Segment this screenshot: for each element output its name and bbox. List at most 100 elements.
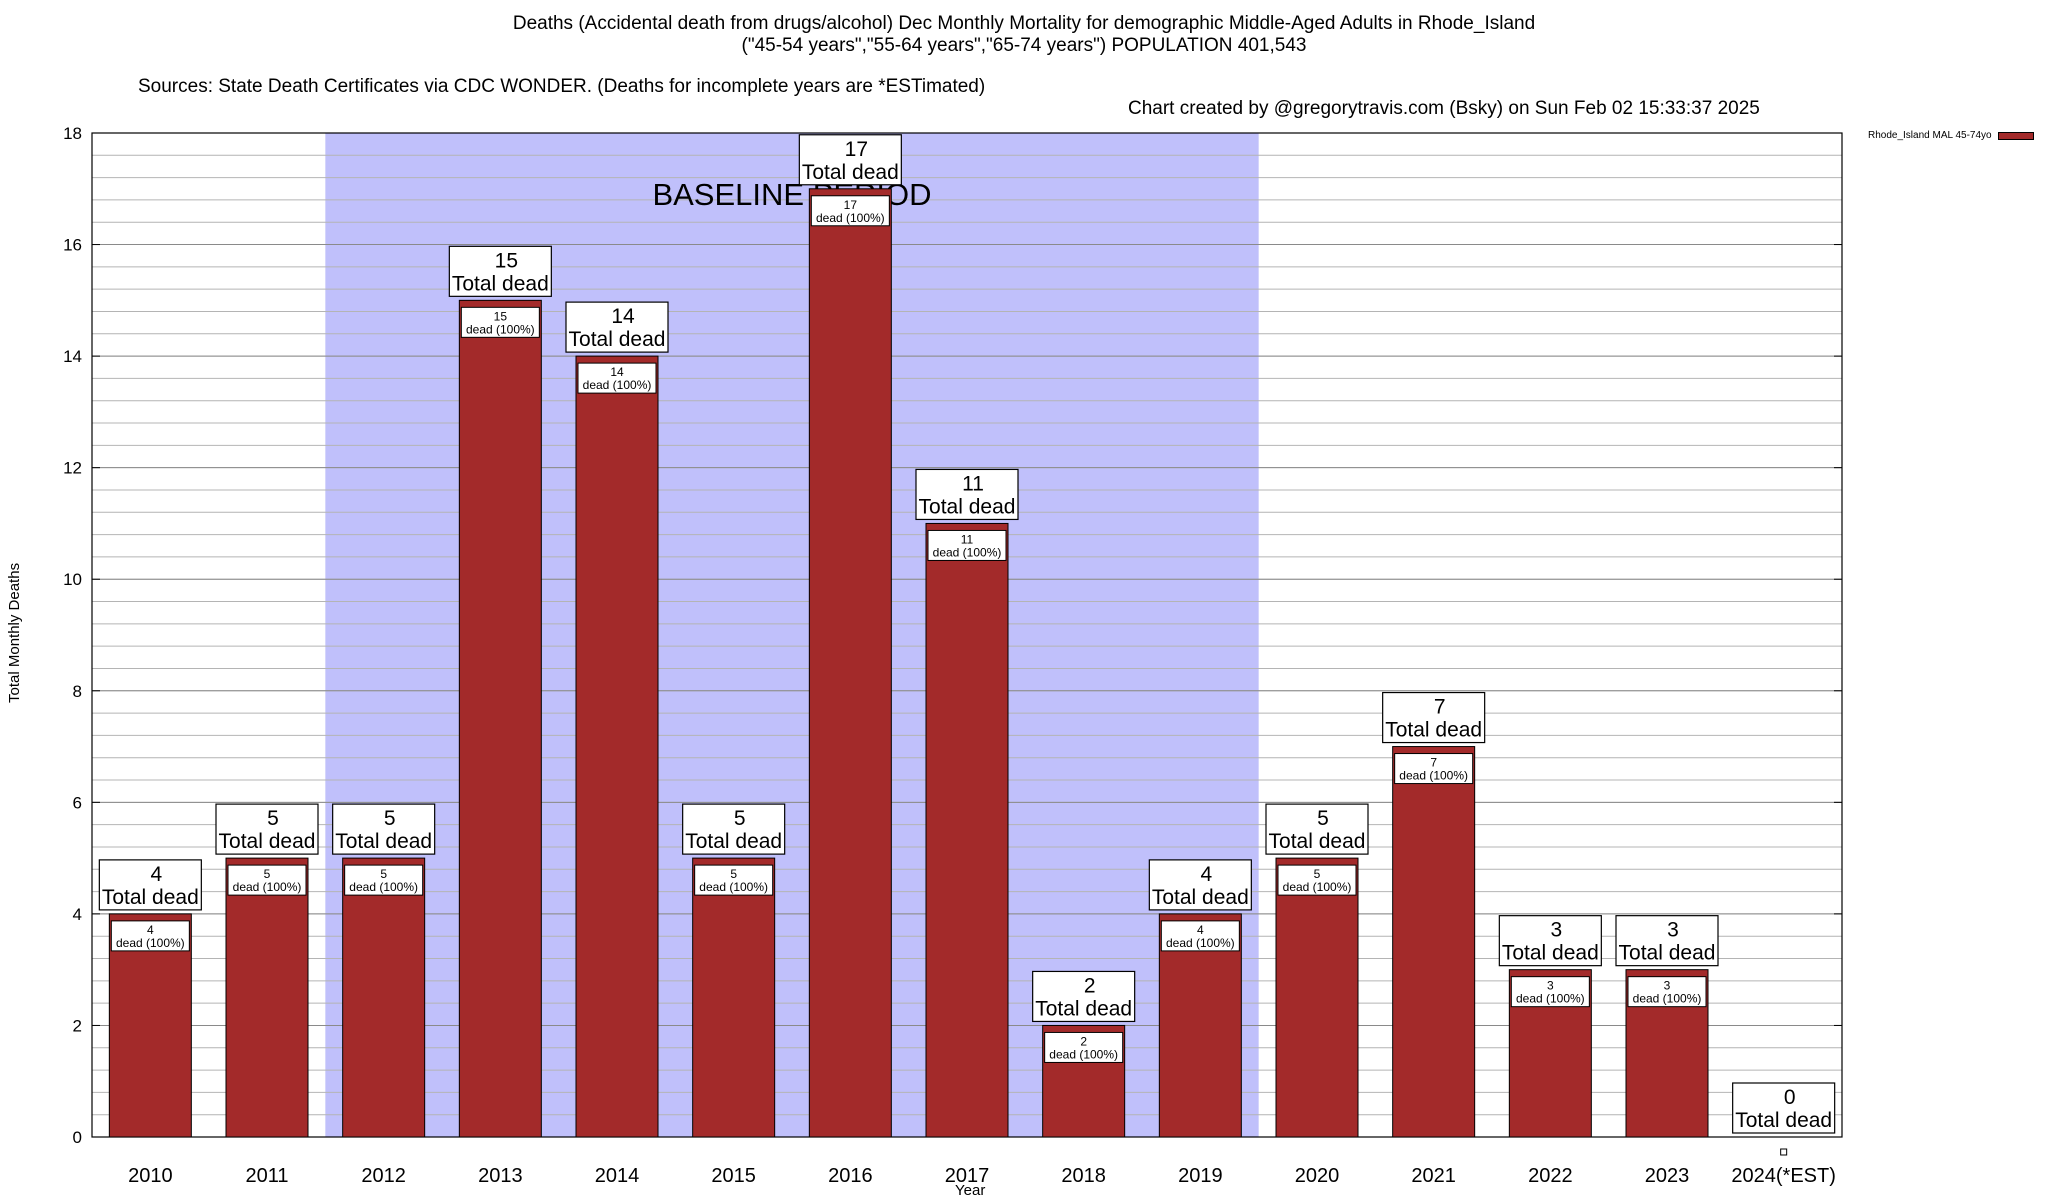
bar-inner-label-box [577,362,657,394]
chart-credit: Chart created by @gregorytravis.com (Bsk… [1128,98,1760,119]
total-label-text: Total dead [1735,1109,1832,1132]
bar-inner-label-box [110,920,190,952]
x-tick-label: 2010 [128,1165,173,1187]
y-tick-label: 16 [63,236,82,255]
x-axis-label: Year [955,1182,986,1199]
bar-inner-percent: dead (100%) [349,880,418,894]
legend-label: Rhode_Island MAL 45-74yo [1868,130,1992,141]
total-label-box [915,468,1019,521]
bar-inner-count: 5 [1314,867,1321,881]
y-tick-label: 18 [63,124,82,143]
total-label-value: 3 [1667,919,1679,942]
y-tick-label: 0 [73,1128,82,1147]
x-tick-label: 2021 [1411,1165,1456,1187]
total-label-box [1148,859,1252,911]
total-label-value: 5 [1317,807,1329,830]
total-label-box [1498,915,1602,967]
bar-inner-count: 3 [1547,979,1554,993]
total-label-value: 4 [1200,863,1212,886]
total-label-box [1732,1082,1836,1134]
bar-inner-label-box [1510,976,1590,1008]
bar-inner-label-box [694,864,774,896]
total-label-text: Total dead [919,495,1016,518]
bar [575,355,659,1138]
total-label-text: Total dead [452,272,549,295]
bar [1392,746,1476,1138]
bar-inner-label-box [1627,976,1707,1008]
bar-inner-percent: dead (100%) [1166,936,1235,950]
total-label-value: 7 [1434,696,1446,719]
bar-inner-count: 4 [147,923,154,937]
total-label-text: Total dead [102,886,199,909]
bar-inner-percent: dead (100%) [933,545,1002,559]
bar-inner-percent: dead (100%) [1283,880,1352,894]
total-label-value: 3 [1550,919,1562,942]
x-tick-label: 2022 [1528,1165,1573,1187]
total-label-box [798,134,902,186]
bar-inner-label-box [1394,753,1474,785]
total-label-value: 11 [962,472,984,495]
total-label-value: 2 [1084,974,1096,997]
chart-title: Deaths (Accidental death from drugs/alco… [512,13,1536,34]
total-label-value: 5 [267,807,279,830]
total-label-text: Total dead [219,830,316,853]
x-tick-label: 2020 [1295,1165,1340,1187]
bar [925,522,1009,1138]
bar-inner-percent: dead (100%) [1399,769,1468,783]
bar-zero-marker [1780,1148,1788,1156]
bar [692,857,776,1138]
bar-inner-label-box [1277,864,1357,896]
total-label-value: 4 [150,863,162,886]
chart-sources-line: Sources: State Death Certificates via CD… [0,54,2048,120]
total-label-box [448,245,552,297]
total-label-box [1265,803,1369,855]
x-tick-label: 2013 [478,1165,523,1187]
total-label-text: Total dead [1035,997,1132,1020]
total-label-text: Total dead [1269,830,1366,853]
bar-inner-count: 17 [844,198,858,212]
bar-inner-label-box [460,306,540,338]
bar-inner-count: 5 [730,867,737,881]
bar-inner-percent: dead (100%) [466,322,535,336]
bar-inner-count: 14 [610,365,624,379]
total-label-value: 5 [734,807,746,830]
x-tick-label: 2017 [945,1165,990,1187]
x-tick-label: 2016 [828,1165,873,1187]
bar-inner-count: 11 [961,532,974,546]
legend-swatch [1997,131,2034,140]
total-label-text: Total dead [685,830,782,853]
bar-inner-percent: dead (100%) [1516,992,1585,1006]
bar-inner-label-box [1160,920,1240,952]
total-label-box [565,301,669,353]
bar-inner-percent: dead (100%) [233,880,302,894]
bar [1275,857,1359,1138]
total-label-text: Total dead [335,830,432,853]
total-label-box [1032,970,1136,1023]
bar-inner-percent: dead (100%) [1049,1047,1118,1061]
bar-inner-percent: dead (100%) [116,936,185,950]
x-tick-label: 2019 [1178,1165,1223,1187]
bar-inner-label-box [227,864,307,896]
total-label-box [98,859,202,911]
total-label-text: Total dead [1152,886,1249,909]
bar-inner-label-box [344,864,424,896]
total-label-box [1382,691,1486,744]
total-label-value: 5 [384,807,396,830]
total-label-box [682,803,786,855]
bar [342,857,426,1138]
total-label-text: Total dead [569,328,666,351]
total-label-text: Total dead [1385,719,1482,742]
x-tick-label: 2014 [595,1165,640,1187]
total-label-box [1615,915,1719,967]
bar-inner-percent: dead (100%) [816,211,885,225]
bar-inner-percent: dead (100%) [1633,992,1702,1006]
y-tick-label: 12 [63,459,82,478]
legend: Rhode_Island MAL 45-74yo [1868,130,2034,141]
total-label-value: 17 [845,138,868,161]
bar-inner-count: 5 [264,867,271,881]
total-label-value: 0 [1784,1086,1796,1109]
total-label-box [332,803,436,855]
bar-inner-label-box [927,529,1007,561]
bar [225,857,309,1138]
bar-inner-count: 5 [380,867,387,881]
